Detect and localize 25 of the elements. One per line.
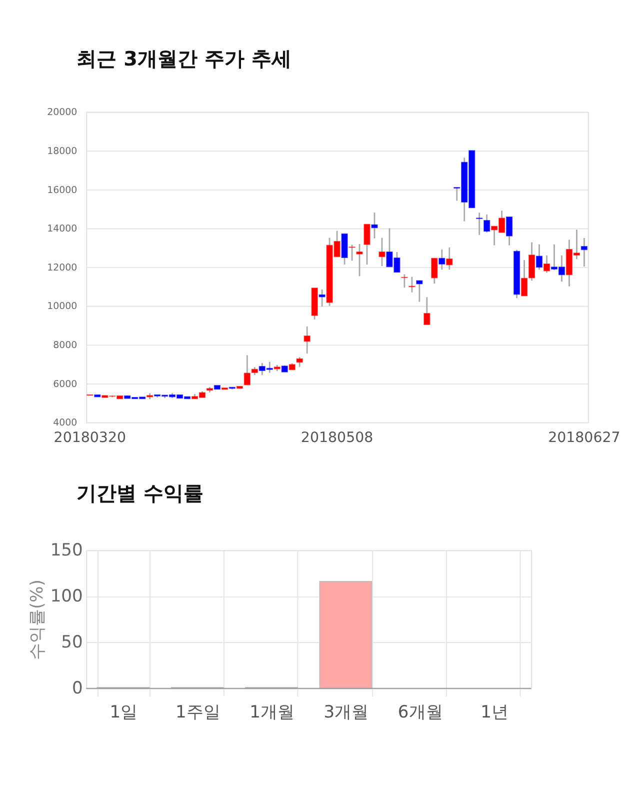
- y-tick-label: 8000: [53, 340, 78, 352]
- y-tick-label: 14000: [47, 224, 78, 235]
- chart-title: 기간별 수익률: [76, 482, 204, 505]
- chart-title: 최근 3개월간 주가 추세: [76, 47, 292, 70]
- y-tick-label: 12000: [47, 262, 78, 274]
- x-tick-label: 3개월: [324, 702, 369, 722]
- y-tick-label: 50: [61, 632, 83, 653]
- x-tick-label: 1년: [480, 702, 508, 722]
- y-tick-label: 0: [72, 678, 83, 699]
- x-tick-label: 20180627: [548, 430, 620, 446]
- y-tick-label: 10000: [47, 301, 78, 312]
- y-tick-label: 18000: [47, 146, 78, 157]
- y-tick-label: 4000: [53, 418, 78, 429]
- x-tick-label: 6개월: [398, 702, 443, 722]
- y-tick-label: 150: [50, 540, 83, 560]
- x-tick-label: 1개월: [250, 702, 294, 722]
- y-axis-title: 수익률(%): [28, 580, 48, 660]
- x-tick-label: 20180508: [300, 430, 374, 446]
- x-tick-label: 1주일: [175, 702, 220, 722]
- y-tick-label: 6000: [53, 378, 78, 390]
- y-tick-label: 100: [50, 586, 83, 606]
- y-tick-label: 16000: [47, 184, 78, 196]
- x-tick-label: 20180320: [54, 430, 126, 446]
- y-tick-label: 20000: [47, 107, 78, 118]
- x-tick-label: 1일: [110, 702, 138, 722]
